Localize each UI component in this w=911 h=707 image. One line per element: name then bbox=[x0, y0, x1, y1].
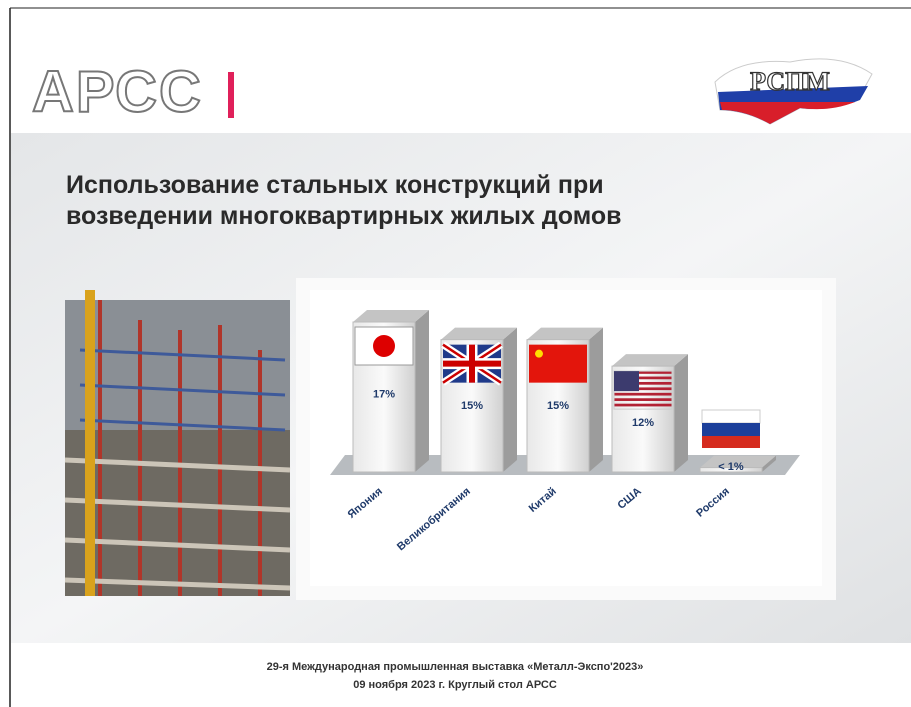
footer-line: 29-я Международная промышленная выставка… bbox=[267, 661, 644, 673]
bar-side bbox=[589, 327, 603, 472]
value-label: 15% bbox=[461, 400, 483, 412]
logo-left: АРСС bbox=[32, 59, 203, 124]
flag bbox=[614, 387, 672, 391]
bar-top bbox=[612, 354, 688, 367]
bar-top bbox=[527, 327, 603, 340]
flag bbox=[614, 403, 672, 407]
flag bbox=[614, 392, 672, 396]
bar-side bbox=[674, 354, 688, 472]
flag bbox=[702, 423, 760, 436]
bar-top bbox=[700, 455, 776, 468]
bar-group: 12% bbox=[611, 354, 688, 473]
building-photo bbox=[64, 290, 291, 596]
chart-title: Использование стальных конструкций при в… bbox=[66, 171, 622, 230]
value-label: 12% bbox=[632, 417, 654, 429]
flag bbox=[443, 344, 501, 383]
bar-group: < 1% bbox=[699, 409, 776, 473]
bar-side bbox=[503, 327, 517, 472]
bar-group: 15% bbox=[440, 327, 517, 473]
bar-side bbox=[415, 310, 429, 472]
logo-text: РСПМ bbox=[750, 67, 830, 96]
flag bbox=[614, 381, 672, 385]
value-label: 15% bbox=[547, 400, 569, 412]
value-label: 17% bbox=[373, 388, 395, 400]
flag bbox=[614, 376, 672, 380]
flag bbox=[614, 398, 672, 401]
flag bbox=[702, 436, 760, 448]
flag bbox=[701, 409, 761, 424]
value-label: < 1% bbox=[718, 461, 744, 473]
bar-top bbox=[441, 327, 517, 340]
flag bbox=[614, 371, 672, 374]
logo-right: РСПМ bbox=[714, 58, 873, 125]
footer-line: 09 ноября 2023 г. Круглый стол АРСС bbox=[353, 679, 557, 691]
bar bbox=[699, 467, 763, 473]
flag bbox=[614, 371, 639, 392]
bar-side bbox=[762, 455, 776, 472]
logo-bar bbox=[228, 72, 234, 118]
bar-top bbox=[353, 310, 429, 322]
flag bbox=[373, 335, 395, 357]
bar-group: 17% bbox=[352, 310, 429, 473]
flag bbox=[535, 349, 543, 358]
bar-group: 15% bbox=[526, 327, 603, 473]
